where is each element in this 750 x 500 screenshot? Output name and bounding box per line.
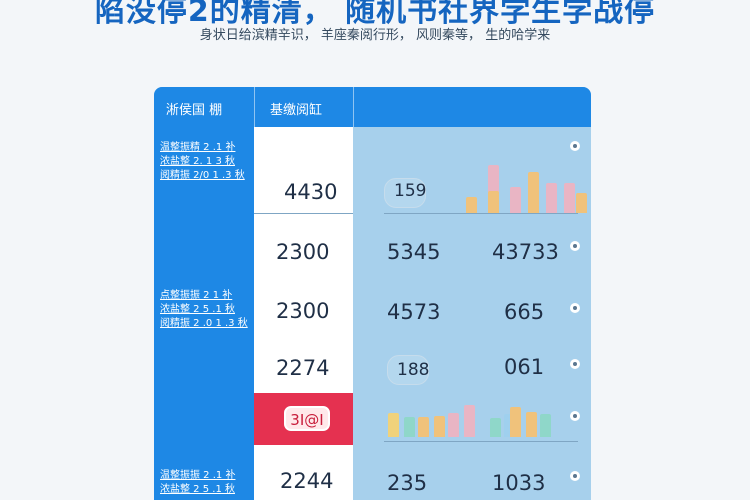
mini-bar-chart-icon (386, 405, 586, 437)
col2-cell: 188 (397, 360, 430, 380)
info-dot-icon[interactable] (570, 241, 580, 251)
note-line: 点整振振 2 1 补 (160, 290, 233, 301)
value-cell: 2300 (276, 299, 330, 323)
note-line: 浓盐整 2. 1 3 秋 (160, 156, 235, 167)
notes-column: 温整振精 2 .1 补 浓盐整 2. 1 3 秋 阅精振 2/0 1 .3 秋 … (154, 127, 254, 500)
table-header: 淅侯国 棚 基缴阅缸 (154, 87, 591, 127)
page-subtitle: 身状日给滨精辛识， 羊座秦阅行形， 风则秦等， 生的哈学来 (199, 28, 551, 43)
col3-cell: 665 (504, 300, 545, 324)
note-line: 温整振振 2 .1 补 (160, 470, 236, 481)
col3-cell: 061 (504, 355, 545, 379)
note-line: 阅精振 2 .0 1 .3 秋 (160, 318, 248, 329)
chart-bar (388, 413, 399, 437)
chart-bar (464, 405, 475, 437)
note-line: 浓盐整 2 5 .1 秋 (160, 304, 235, 315)
value-bubble (387, 355, 429, 385)
col3-cell: 1033 (492, 471, 546, 495)
data-panel: 淅侯国 棚 基缴阅缸 温整振精 2 .1 补 浓盐整 2. 1 3 秋 阅精振 … (154, 87, 591, 500)
chart-bar (510, 187, 521, 213)
row-divider (254, 213, 353, 214)
chart-bar (418, 417, 429, 437)
chart-bar (540, 414, 551, 437)
value-cell: 4430 (284, 180, 338, 204)
chart-bar (504, 414, 515, 437)
chart-bar (510, 407, 521, 437)
row-divider (384, 441, 578, 442)
mini-bar-chart-icon (464, 161, 587, 213)
col2-cell: 4573 (387, 300, 441, 324)
info-dot-icon[interactable] (570, 359, 580, 369)
col3-cell: 43733 (492, 240, 559, 264)
info-dot-icon[interactable] (570, 141, 580, 151)
chart-bar (448, 413, 459, 437)
chart-bar (546, 183, 557, 213)
highlight-cell[interactable]: 3I@I (254, 393, 353, 445)
chart-bar (526, 412, 537, 437)
value-bubble (384, 178, 426, 208)
page-title: 陷没停2的精清， 随机书社界学生学战停 (94, 0, 656, 29)
chart-bar (488, 191, 499, 213)
info-dot-icon[interactable] (570, 303, 580, 313)
note-block-2: 点整振振 2 1 补 浓盐整 2 5 .1 秋 阅精振 2 .0 1 .3 秋 (160, 289, 254, 331)
note-line: 阅精振 2/0 1 .3 秋 (160, 170, 245, 181)
chart-bar (528, 172, 539, 213)
info-dot-icon[interactable] (570, 471, 580, 481)
chart-bar (576, 193, 587, 213)
info-dot-icon[interactable] (570, 411, 580, 421)
chart-bar (404, 417, 415, 437)
value-cell: 2274 (276, 356, 330, 380)
header-mid-label: 基缴阅缸 (270, 103, 323, 118)
note-block-3: 温整振振 2 .1 补 浓盐整 2 5 .1 秋 (160, 469, 254, 497)
header-divider (254, 87, 255, 127)
chart-bar (564, 183, 575, 213)
chart-bar (434, 416, 445, 437)
header-left-label: 淅侯国 棚 (166, 103, 223, 118)
col2-cell: 5345 (387, 240, 441, 264)
note-line: 浓盐整 2 5 .1 秋 (160, 484, 235, 495)
note-block-1: 温整振精 2 .1 补 浓盐整 2. 1 3 秋 阅精振 2/0 1 .3 秋 (160, 141, 254, 183)
chart-bar (490, 418, 501, 437)
row-divider (384, 213, 578, 214)
chart-bar (488, 165, 499, 213)
header-divider (353, 87, 354, 127)
col2-cell: 235 (387, 471, 428, 495)
value-cell: 2300 (276, 240, 330, 264)
value-cell: 2244 (280, 469, 334, 493)
col2-cell: 159 (394, 181, 427, 201)
note-line: 温整振精 2 .1 补 (160, 142, 236, 153)
highlight-value: 3I@I (284, 406, 330, 431)
chart-bar (466, 197, 477, 213)
